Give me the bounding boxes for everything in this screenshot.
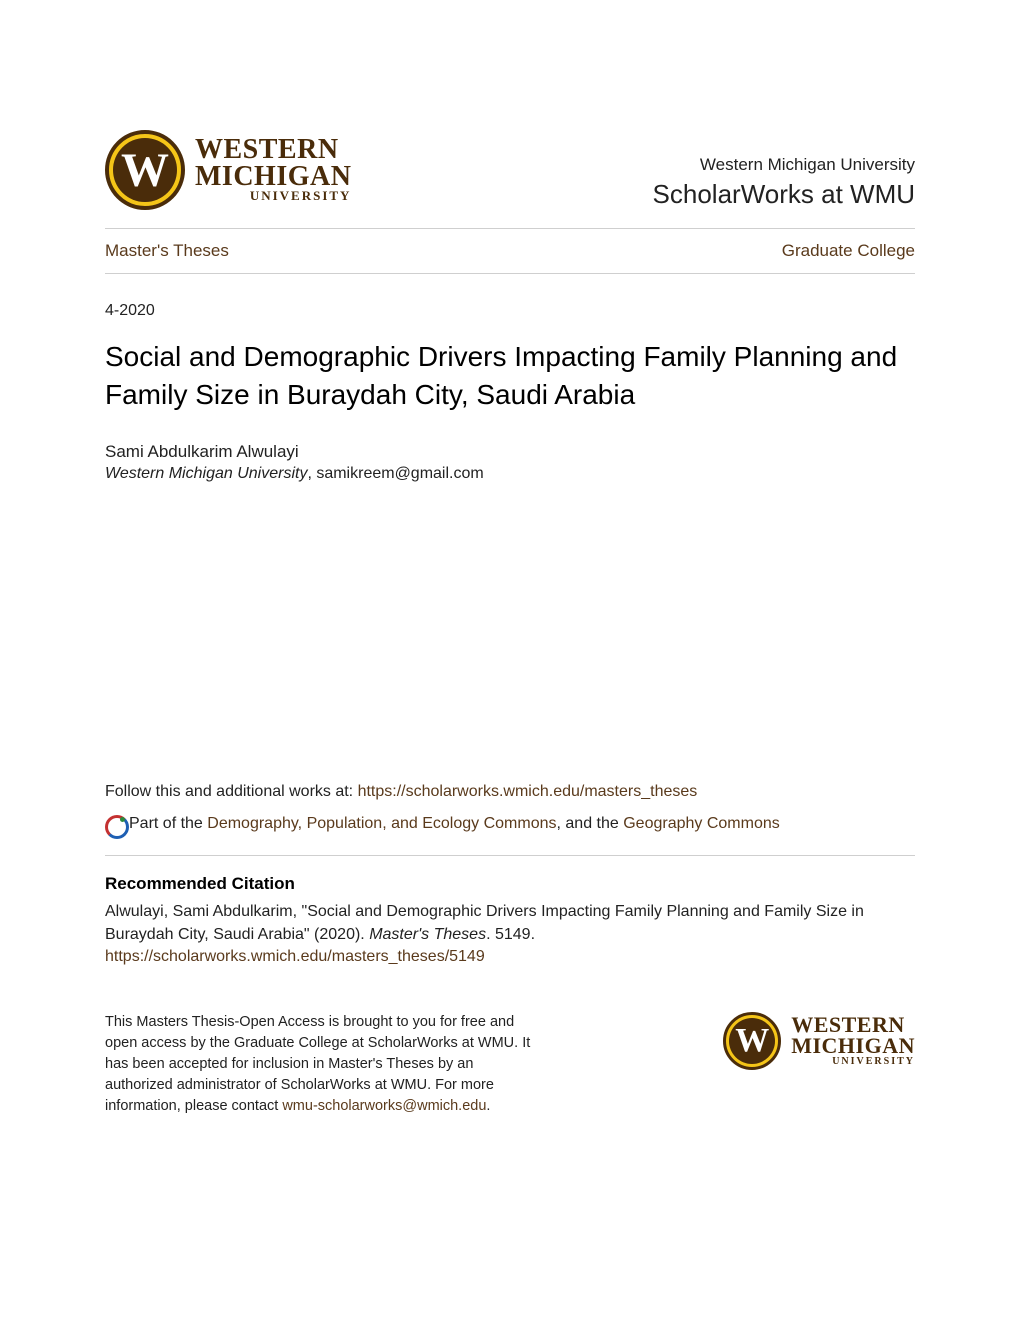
footer-logo-w-inner: W — [729, 1018, 775, 1064]
author-sep: , — [307, 465, 316, 482]
network-icon — [105, 815, 123, 833]
footer-text: This Masters Thesis-Open Access is broug… — [105, 1012, 545, 1117]
parent-link[interactable]: Graduate College — [782, 241, 915, 261]
citation-series: Master's Theses — [369, 926, 486, 943]
follow-url[interactable]: https://scholarworks.wmich.edu/masters_t… — [358, 783, 698, 800]
footer-row: This Masters Thesis-Open Access is broug… — [105, 1012, 915, 1117]
logo-wordmark: WESTERN MICHIGAN UNIVERSITY — [195, 137, 351, 203]
logo-line2: MICHIGAN — [195, 164, 351, 191]
footer-logo[interactable]: W WESTERN MICHIGAN UNIVERSITY — [723, 1012, 915, 1070]
citation-url[interactable]: https://scholarworks.wmich.edu/masters_t… — [105, 948, 485, 966]
logo-letter: W — [121, 143, 169, 198]
logo-line3: UNIVERSITY — [195, 190, 351, 202]
citation-text: Alwulayi, Sami Abdulkarim, "Social and D… — [105, 900, 915, 946]
header-row: W WESTERN MICHIGAN UNIVERSITY Western Mi… — [105, 130, 915, 228]
follow-prefix: Follow this and additional works at: — [105, 783, 358, 800]
logo-w-inner: W — [113, 138, 177, 202]
footer-logo-line3: UNIVERSITY — [791, 1057, 915, 1067]
logo-w-icon: W — [105, 130, 185, 210]
publication-date: 4-2020 — [105, 302, 915, 320]
partof-text: Part of the Demography, Population, and … — [129, 815, 780, 833]
footer-post: . — [486, 1098, 490, 1114]
follow-line: Follow this and additional works at: htt… — [105, 783, 915, 801]
institution-block: Western Michigan University ScholarWorks… — [653, 155, 915, 210]
author-name: Sami Abdulkarim Alwulayi — [105, 442, 915, 462]
citation-block: Recommended Citation Alwulayi, Sami Abdu… — [105, 874, 915, 966]
author-email: samikreem@gmail.com — [316, 465, 483, 482]
institution-name[interactable]: Western Michigan University — [653, 155, 915, 175]
citation-post: . 5149. — [486, 926, 535, 943]
breadcrumb-row: Master's Theses Graduate College — [105, 229, 915, 273]
header-logo[interactable]: W WESTERN MICHIGAN UNIVERSITY — [105, 130, 351, 210]
commons-link-1[interactable]: Demography, Population, and Ecology Comm… — [207, 815, 556, 832]
footer-contact[interactable]: wmu-scholarworks@wmich.edu — [282, 1098, 486, 1114]
document-title: Social and Demographic Drivers Impacting… — [105, 338, 915, 414]
commons-link-2[interactable]: Geography Commons — [623, 815, 780, 832]
partof-line: Part of the Demography, Population, and … — [105, 815, 915, 833]
partof-mid: , and the — [557, 815, 624, 832]
collection-link[interactable]: Master's Theses — [105, 241, 229, 261]
footer-logo-w-icon: W — [723, 1012, 781, 1070]
divider-nav — [105, 273, 915, 274]
logo-line1: WESTERN — [195, 137, 351, 164]
footer-logo-letter: W — [735, 1022, 769, 1060]
author-institution: Western Michigan University — [105, 465, 307, 482]
divider-citation — [105, 855, 915, 856]
author-affiliation: Western Michigan University, samikreem@g… — [105, 465, 915, 483]
partof-prefix: Part of the — [129, 815, 207, 832]
footer-logo-wordmark: WESTERN MICHIGAN UNIVERSITY — [791, 1015, 915, 1066]
mid-block: Follow this and additional works at: htt… — [105, 783, 915, 1117]
footer-logo-line2: MICHIGAN — [791, 1036, 915, 1057]
repository-name[interactable]: ScholarWorks at WMU — [653, 179, 915, 210]
citation-heading: Recommended Citation — [105, 874, 915, 894]
